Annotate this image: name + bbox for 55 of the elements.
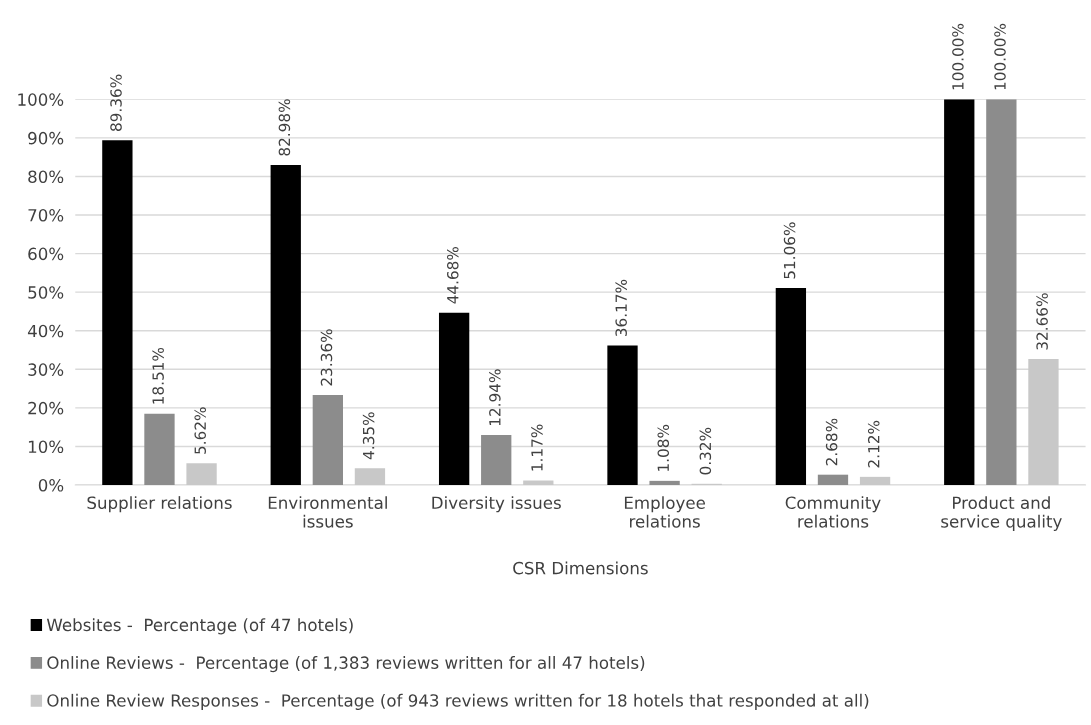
- data-label: 18.51%: [152, 347, 164, 404]
- x-tick-label: Supplier relations: [87, 496, 232, 513]
- data-label: 51.06%: [783, 222, 796, 279]
- data-label: 23.36%: [320, 329, 333, 386]
- bar: [312, 394, 343, 486]
- y-tick-label: 30%: [28, 363, 64, 376]
- bar: [986, 99, 1017, 486]
- legend-label: Websites - Percentage (of 47 hotels): [46, 618, 353, 635]
- data-label: 89.36%: [110, 74, 122, 131]
- x-tick-label: Diversity issues: [432, 496, 561, 513]
- data-label: 4.35%: [362, 412, 375, 460]
- legend-label: Online Review Responses - Percentage (of 943 reviews written for 18 hotels that responded at all): [47, 693, 869, 710]
- x-axis-title: CSR Dimensions: [513, 561, 648, 575]
- bar: [270, 164, 301, 486]
- x-tick-label: Employee relations: [624, 496, 705, 528]
- legend-label: Online Reviews - Percentage (of 1,383 reviews written for all 47 hotels): [47, 656, 645, 673]
- y-tick-label: 10%: [28, 440, 64, 454]
- data-label: 100.00%: [994, 23, 1006, 90]
- bar: [607, 345, 638, 486]
- y-tick-label: 80%: [28, 170, 64, 184]
- data-label: 100.00%: [952, 23, 964, 90]
- y-tick-label: 40%: [27, 324, 64, 338]
- data-label: 32.66%: [1036, 293, 1048, 350]
- data-label: 12.94%: [489, 369, 501, 426]
- y-tick-label: 90%: [28, 131, 64, 145]
- data-label: 5.62%: [194, 407, 206, 454]
- bar: [649, 480, 680, 486]
- data-label: 36.17%: [615, 279, 627, 337]
- bar: [1028, 359, 1059, 486]
- bar: [144, 413, 175, 486]
- y-tick-label: 0%: [38, 478, 64, 492]
- y-tick-label: 20%: [28, 401, 64, 415]
- data-label: 2.68%: [825, 418, 838, 466]
- data-label: 44.68%: [447, 246, 459, 304]
- y-tick-label: 70%: [28, 209, 64, 222]
- data-label: 1.08%: [657, 424, 670, 471]
- bar: [944, 99, 975, 486]
- bar: [354, 468, 386, 486]
- data-label: 82.98%: [278, 99, 291, 156]
- data-label: 0.32%: [699, 427, 712, 475]
- bar: [859, 476, 891, 486]
- data-label: 1.17%: [531, 424, 543, 471]
- x-tick-label: Environmental issues: [268, 496, 387, 528]
- bar: [102, 140, 133, 486]
- x-tick-label: Community relations: [785, 496, 881, 528]
- bar: [481, 435, 512, 486]
- y-tick-label: 60%: [28, 247, 64, 261]
- bar: [186, 463, 217, 486]
- x-tick-label: Product and service quality: [941, 496, 1062, 531]
- data-label: 2.12%: [867, 420, 880, 468]
- bar: [438, 312, 470, 486]
- y-tick-label: 100%: [18, 93, 64, 106]
- y-tick-label: 50%: [28, 286, 64, 299]
- bar: [817, 474, 849, 486]
- bar: [775, 288, 807, 486]
